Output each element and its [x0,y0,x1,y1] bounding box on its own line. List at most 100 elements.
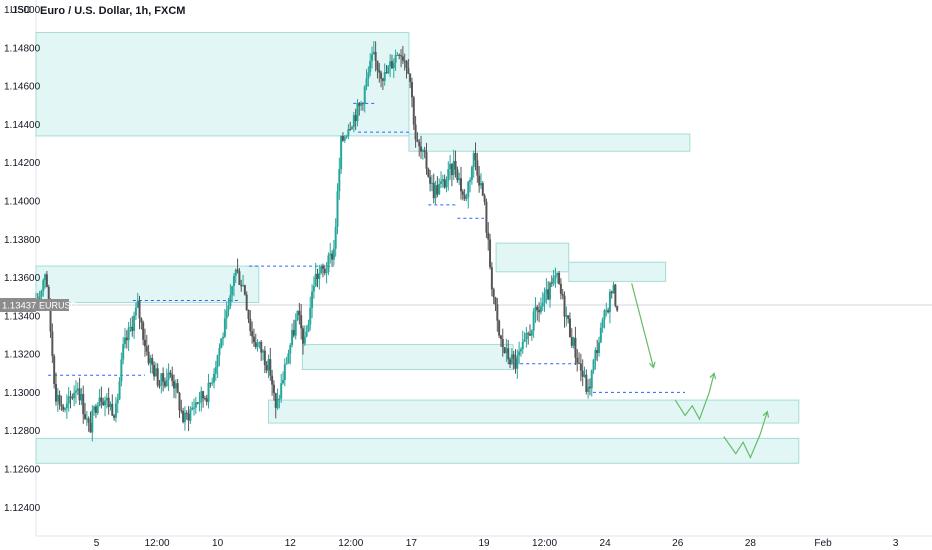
candle-body [352,115,355,127]
candle-body [267,359,270,371]
candle-body [331,253,334,260]
candle-body [216,355,219,368]
candle-body [96,405,99,413]
candle-body [283,364,286,380]
candle-body [85,418,88,420]
candle-body [507,348,510,360]
candle-body [282,379,285,384]
candle-body [438,183,441,195]
y-tick-label: 1.15000 [4,5,41,16]
candle-body [178,392,181,411]
projection-path-2 [723,411,768,459]
candle-body [588,386,591,389]
candle-body [390,61,393,69]
candle-body [118,381,121,400]
candle-body [165,379,168,387]
candle-body [200,391,203,403]
candle-body [599,327,602,343]
candle-body [54,384,57,402]
candle-body [512,354,515,359]
candle-body [227,305,230,311]
candle-body [365,78,368,87]
candle-body [151,358,154,365]
candle-body [87,418,90,423]
candle-body [220,338,223,349]
candle-body [40,291,43,297]
projection-arrowhead-2 [762,410,770,418]
candle-body [436,185,439,195]
candle-body [327,255,330,273]
candle-body [69,396,72,398]
candle-body [109,403,112,408]
candle-body [581,370,584,377]
y-tick-label: 1.14400 [4,120,41,131]
candle-body [392,62,395,69]
candle-body [570,337,573,346]
candle-body [470,166,473,180]
candle-body [105,397,108,401]
candle-body [534,306,537,312]
candle-body [374,51,377,61]
candle-body [198,402,201,404]
candle-body [84,414,87,419]
candle-body [423,150,426,153]
candle-body [232,275,235,287]
candle-body [94,406,97,413]
candle-body [465,197,468,199]
candle-body [182,410,185,423]
candle-body [185,412,188,414]
candle-body [558,272,561,284]
candle-body [240,284,243,287]
x-tick-label: 3 [893,538,899,549]
candle-body [196,402,199,404]
candle-body [590,370,593,389]
candle-body [187,413,190,421]
candle-body [485,201,488,233]
candle-body [496,304,499,321]
candle-body [285,363,288,365]
candle-body [378,70,381,73]
candle-body [265,365,268,371]
candle-body [120,359,123,382]
candle-body [445,180,448,188]
candle-body [381,78,384,81]
candle-body [389,61,392,67]
candle-body [567,315,570,319]
candle-body [56,394,59,402]
candle-body [98,397,101,406]
y-tick-label: 1.12400 [4,503,41,514]
candle-body [459,178,462,192]
y-tick-label: 1.14800 [4,43,41,54]
candle-body [372,51,375,55]
candle-body [142,322,145,340]
candle-body [323,268,326,274]
candle-body [525,333,528,340]
y-tick-label: 1.13400 [4,311,41,322]
candle-body [156,368,159,386]
candle-body [44,274,47,281]
candle-body [291,330,294,346]
candle-body [272,384,275,394]
candle-body [583,374,586,377]
candle-body [107,397,110,408]
candle-body [469,179,472,182]
candle-body [243,285,246,295]
candle-body [123,337,126,345]
candle-body [554,275,557,278]
candle-body [214,367,217,374]
candle-body [607,310,610,313]
candle-body [409,73,412,83]
candle-body [559,283,562,294]
candle-body [476,160,479,176]
candle-body [147,351,150,364]
candle-body [371,54,373,61]
candle-body [60,404,63,407]
candle-body [429,176,432,184]
candle-body [254,342,257,347]
candle-body [538,310,541,313]
candle-body [167,372,170,380]
zone-5 [301,344,514,370]
zone-0 [35,32,410,137]
candle-body [492,289,495,298]
candle-body [596,349,599,354]
